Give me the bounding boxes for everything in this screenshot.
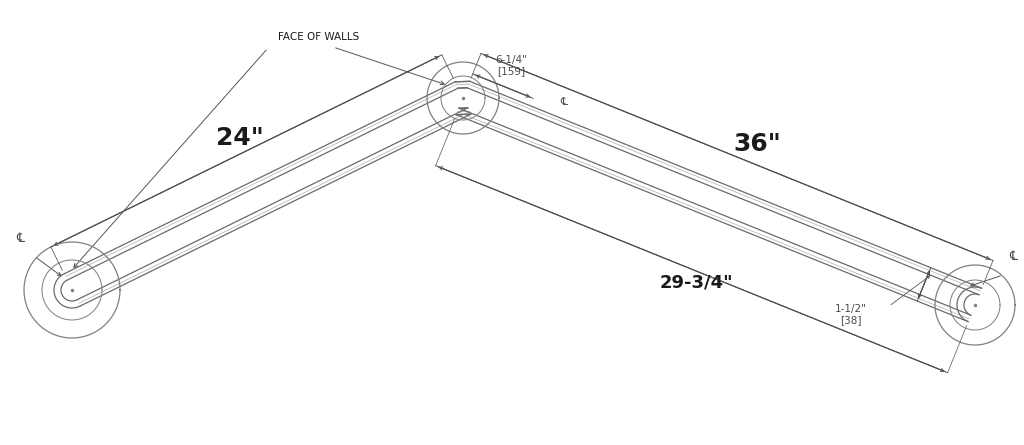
Text: ℄: ℄ (560, 97, 567, 107)
Text: 36": 36" (733, 132, 781, 156)
Text: 24": 24" (216, 126, 264, 150)
Text: FACE OF WALLS: FACE OF WALLS (278, 32, 359, 42)
Text: ℄: ℄ (1009, 251, 1017, 263)
Text: 29-3/4": 29-3/4" (659, 273, 733, 291)
Text: 1-1/2"
[38]: 1-1/2" [38] (835, 303, 866, 325)
Text: 6-1/4"
[159]: 6-1/4" [159] (496, 55, 527, 77)
Text: ℄: ℄ (16, 231, 24, 244)
